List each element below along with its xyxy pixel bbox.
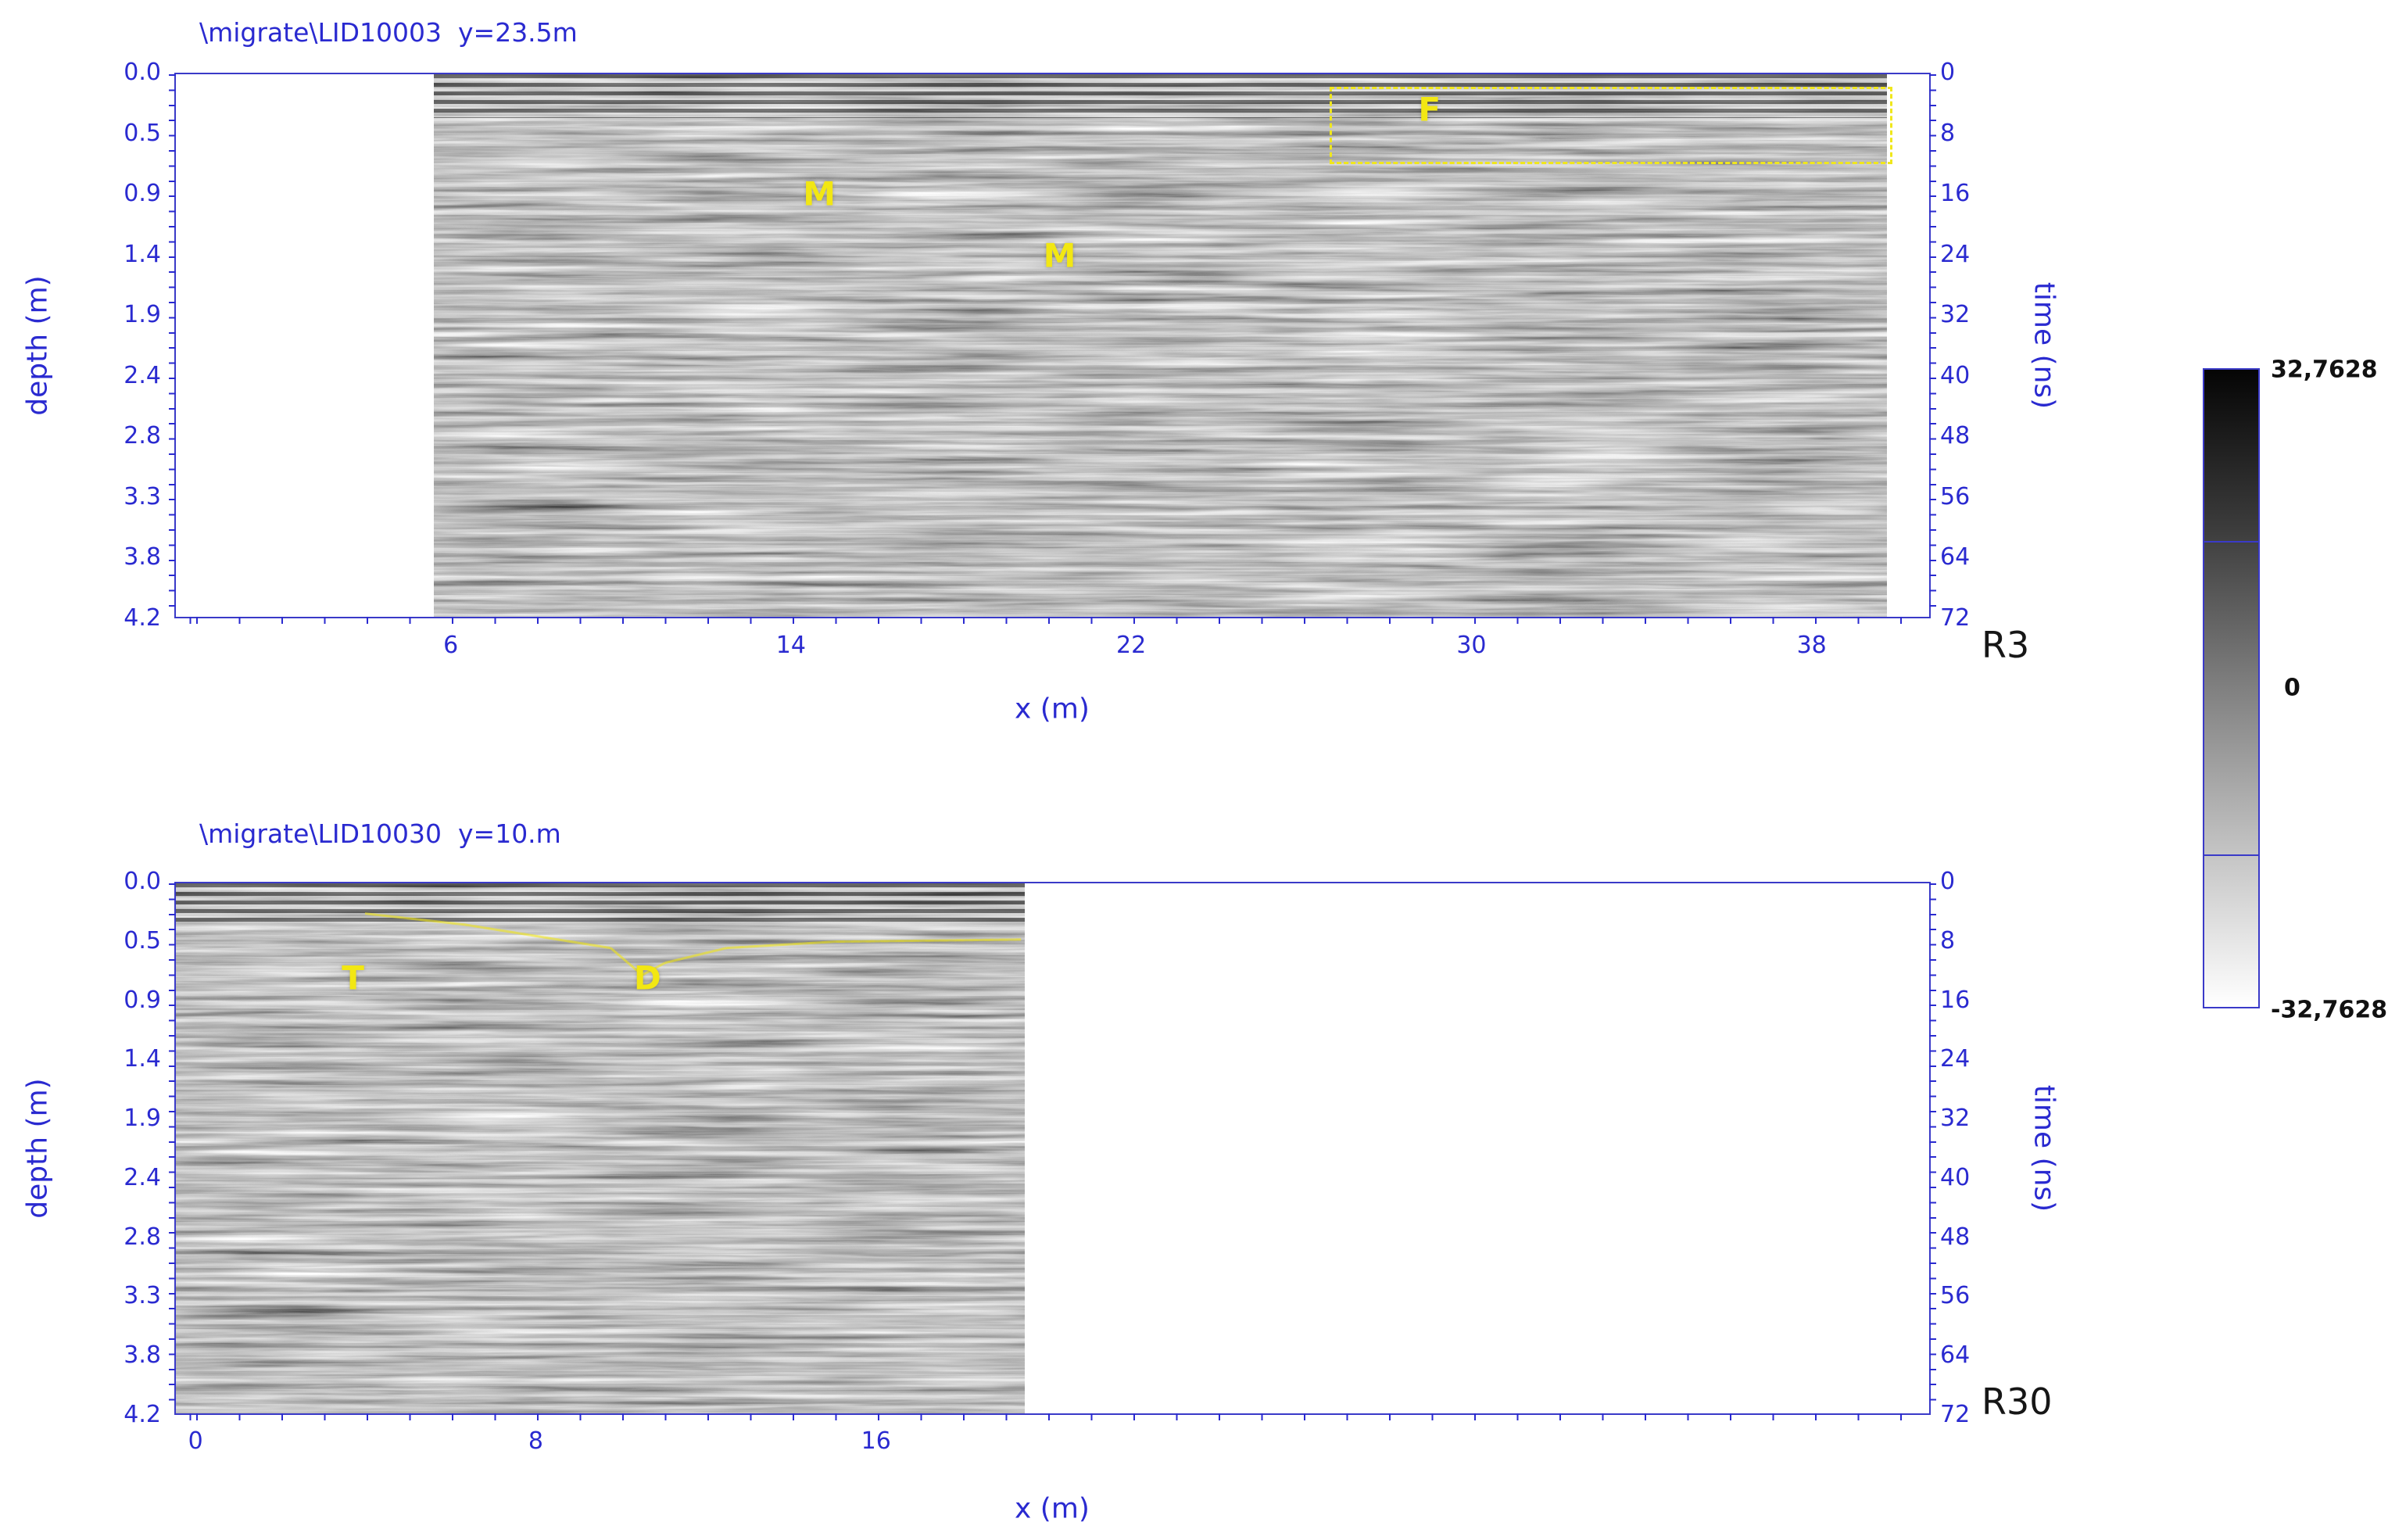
depth-axis-label-r30: depth (m): [21, 1078, 54, 1219]
tick-label: 24: [1940, 240, 1971, 268]
tick-label: 0.0: [124, 59, 161, 86]
colorbar-divider-lower: [2203, 854, 2260, 857]
tick-label: 0.9: [124, 986, 161, 1014]
tick-label: 4.2: [124, 1400, 161, 1428]
tick-label: 3.3: [124, 1282, 161, 1310]
x-tick-label: 0: [188, 1427, 203, 1455]
time-tick-labels-r30: 0 8 16 24 32 40 48 56 64 72: [1940, 868, 2010, 1429]
tick-label: 0.5: [124, 119, 161, 147]
tick-label: 72: [1940, 603, 1971, 632]
minor-ticks-left: [169, 74, 176, 617]
shallow-reflection-band: [433, 74, 1888, 118]
tick-label: 0: [1940, 868, 1956, 895]
x-tick-label: 16: [861, 1427, 891, 1455]
tick-label: 2.8: [124, 1223, 161, 1251]
tick-label: 1.9: [124, 1105, 161, 1133]
tick-label: 4.2: [124, 603, 161, 632]
radargram-noise-texture: [433, 74, 1888, 617]
minor-ticks-bottom: [176, 1413, 1929, 1420]
tick-label: 64: [1940, 1341, 1971, 1370]
minor-ticks-right: [1929, 74, 1936, 617]
x-tick-label: 8: [528, 1427, 543, 1455]
x-tick-labels-r3: 6 14 22 30 38: [174, 627, 1931, 661]
shallow-reflection-band: [176, 883, 1025, 926]
tick-label: 8: [1940, 926, 1956, 954]
tick-label: 8: [1940, 119, 1956, 147]
tick-label: 1.4: [124, 240, 161, 268]
tick-label: 2.8: [124, 422, 161, 450]
tick-label: 3.8: [124, 543, 161, 571]
tick-label: 24: [1940, 1045, 1971, 1073]
tick-label: 1.9: [124, 301, 161, 329]
radargram-title-r3: \migrate\LID10003 y=23.5m: [199, 17, 578, 48]
tick-label: 16: [1940, 986, 1971, 1014]
tick-label: 0.0: [124, 868, 161, 895]
colorbar-min-label: -32,7628: [2271, 996, 2388, 1024]
colorbar-gradient: [2203, 368, 2260, 1008]
profile-label-r3: R3: [1982, 624, 2030, 666]
tick-label: 3.3: [124, 482, 161, 510]
feature-f-dashed-box: [1329, 86, 1892, 164]
minor-ticks-bottom: [176, 617, 1929, 624]
tick-label: 72: [1940, 1400, 1971, 1428]
x-axis-label-r30: x (m): [1015, 1492, 1090, 1525]
tick-label: 56: [1940, 482, 1971, 510]
tick-label: 48: [1940, 1223, 1971, 1251]
x-tick-label: 30: [1456, 632, 1487, 659]
tick-label: 40: [1940, 1163, 1971, 1191]
time-axis-label-r3: time (ns): [2028, 281, 2060, 410]
x-axis-label-r3: x (m): [1015, 693, 1090, 725]
x-tick-label: 6: [443, 632, 459, 659]
tick-label: 56: [1940, 1282, 1971, 1310]
tick-label: 1.4: [124, 1045, 161, 1073]
colorbar-divider-upper: [2203, 541, 2260, 543]
tick-label: 16: [1940, 180, 1971, 208]
colorbar-zero-label: 0: [2284, 674, 2300, 702]
tick-label: 32: [1940, 1105, 1971, 1133]
time-tick-labels-r3: 0 8 16 24 32 40 48 56 64 72: [1940, 59, 2010, 632]
colorbar-max-label: 32,7628: [2271, 356, 2378, 384]
horizontal-banding-overlay: [176, 883, 1025, 1413]
tick-label: 48: [1940, 422, 1971, 450]
time-axis-label-r30: time (ns): [2028, 1084, 2060, 1212]
minor-ticks-right: [1929, 883, 1936, 1413]
x-tick-label: 14: [775, 632, 806, 659]
depth-tick-labels-r3: 0.0 0.5 0.9 1.4 1.9 2.4 2.8 3.3 3.8 4.2: [69, 59, 161, 632]
radargram-title-r30: \migrate\LID10030 y=10.m: [199, 818, 561, 849]
horizontal-banding-overlay: [433, 74, 1888, 617]
tick-label: 0.9: [124, 180, 161, 208]
tick-label: 40: [1940, 361, 1971, 389]
tick-label: 32: [1940, 301, 1971, 329]
x-tick-label: 22: [1116, 632, 1147, 659]
tick-label: 64: [1940, 543, 1971, 571]
colorbar: [2203, 368, 2260, 1008]
x-tick-labels-r30: 0 8 16: [174, 1423, 1931, 1457]
tick-label: 0: [1940, 59, 1956, 86]
radargram-image-r3: [433, 74, 1888, 617]
tick-label: 2.4: [124, 361, 161, 389]
depth-tick-labels-r30: 0.0 0.5 0.9 1.4 1.9 2.4 2.8 3.3 3.8 4.2: [69, 868, 161, 1429]
tick-label: 3.8: [124, 1341, 161, 1370]
tick-label: 2.4: [124, 1163, 161, 1191]
minor-ticks-left: [169, 883, 176, 1413]
tick-label: 0.5: [124, 926, 161, 954]
depth-axis-label-r3: depth (m): [21, 275, 54, 416]
radargram-image-r30: [176, 883, 1025, 1413]
profile-label-r30: R30: [1982, 1381, 2053, 1423]
x-tick-label: 38: [1796, 632, 1827, 659]
